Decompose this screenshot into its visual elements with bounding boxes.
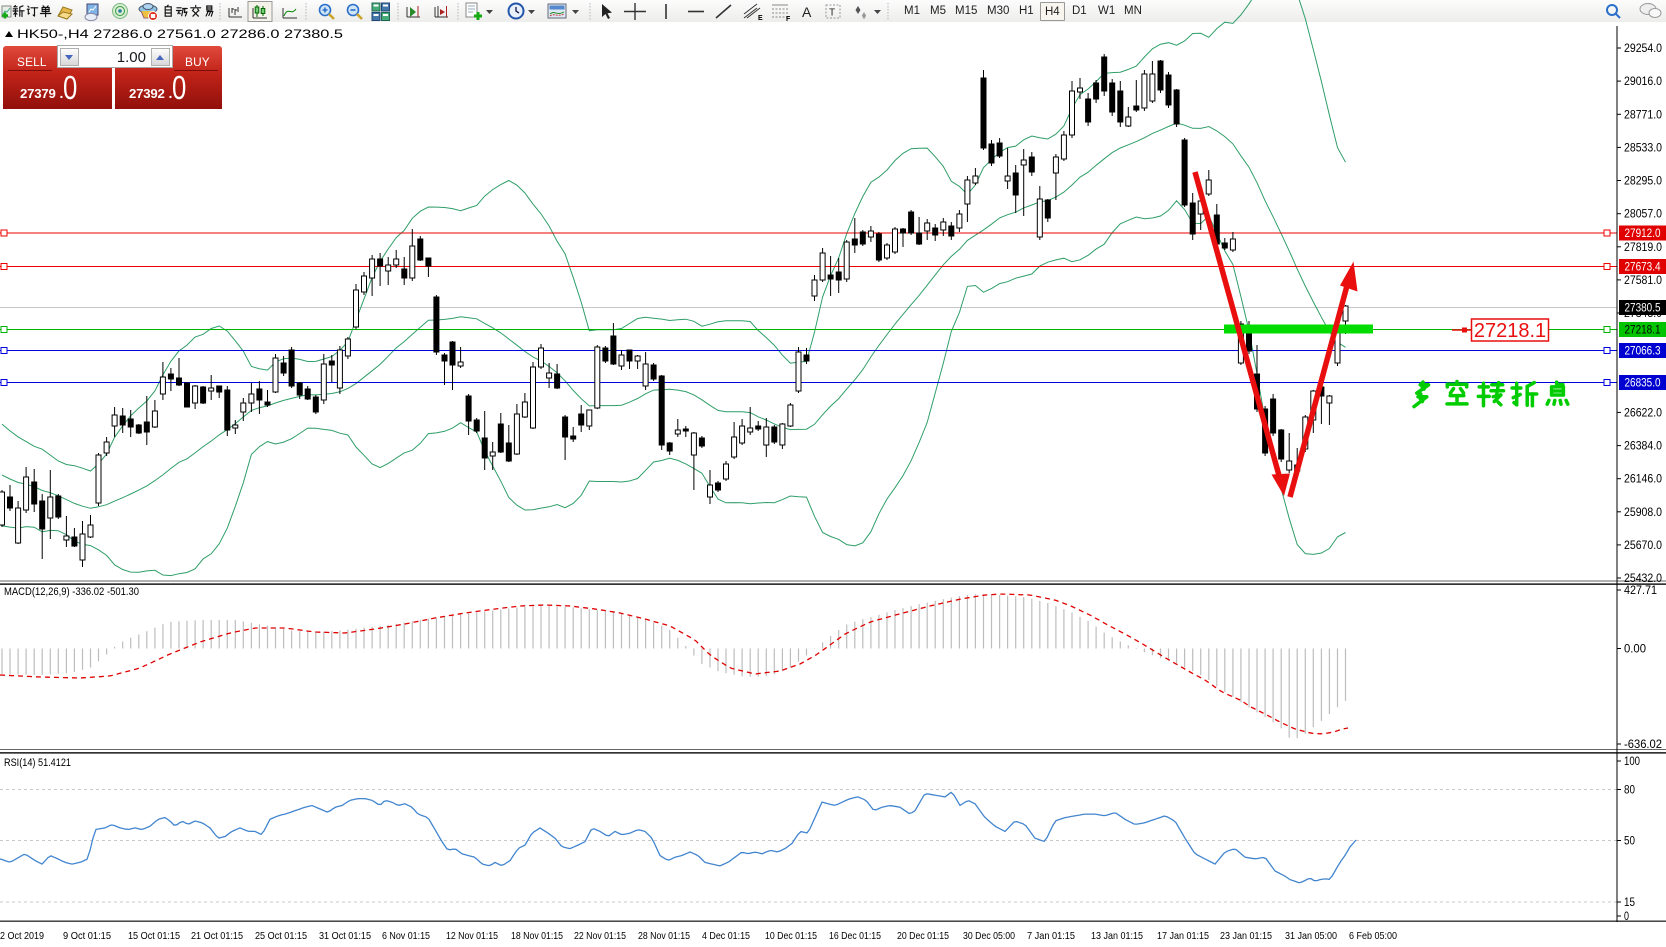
svg-text:9 Oct 01:15: 9 Oct 01:15 <box>63 930 111 942</box>
svg-text:27380.5: 27380.5 <box>1625 303 1661 315</box>
svg-text:HK50-,H4 27286.0 27561.0 2728: HK50-,H4 27286.0 27561.0 27286.0 27380.5 <box>17 27 343 41</box>
svg-text:28533.0: 28533.0 <box>1624 142 1662 154</box>
svg-text:50: 50 <box>1624 836 1635 848</box>
svg-text:18 Nov 01:15: 18 Nov 01:15 <box>511 930 563 942</box>
svg-text:28295.0: 28295.0 <box>1624 176 1662 188</box>
svg-text:6 Nov 01:15: 6 Nov 01:15 <box>382 930 430 942</box>
svg-text:80: 80 <box>1624 785 1635 797</box>
svg-text:22 Nov 01:15: 22 Nov 01:15 <box>574 930 626 942</box>
svg-text:16 Dec 01:15: 16 Dec 01:15 <box>829 930 881 942</box>
svg-text:15 Oct 01:15: 15 Oct 01:15 <box>128 930 180 942</box>
svg-text:27912.0: 27912.0 <box>1625 228 1661 240</box>
svg-text:27581.0: 27581.0 <box>1624 275 1662 287</box>
svg-text:25908.0: 25908.0 <box>1624 507 1662 519</box>
svg-text:21 Oct 01:15: 21 Oct 01:15 <box>191 930 243 942</box>
svg-text:7 Jan 01:15: 7 Jan 01:15 <box>1027 930 1075 942</box>
svg-text:27673.4: 27673.4 <box>1625 262 1662 274</box>
svg-text:27218.1: 27218.1 <box>1625 325 1661 337</box>
svg-text:28771.0: 28771.0 <box>1624 109 1662 121</box>
svg-text:30 Dec 05:00: 30 Dec 05:00 <box>963 930 1015 942</box>
svg-text:427.71: 427.71 <box>1624 585 1657 597</box>
svg-text:10 Dec 01:15: 10 Dec 01:15 <box>765 930 817 942</box>
svg-text:F: F <box>786 16 791 22</box>
svg-text:20 Dec 01:15: 20 Dec 01:15 <box>897 930 949 942</box>
svg-text:6 Feb 05:00: 6 Feb 05:00 <box>1349 930 1397 942</box>
svg-text:25 Oct 01:15: 25 Oct 01:15 <box>255 930 307 942</box>
svg-text:26384.0: 26384.0 <box>1624 441 1662 453</box>
svg-text:A: A <box>802 4 812 20</box>
svg-text:27218.1: 27218.1 <box>1474 320 1546 342</box>
svg-text:MACD(12,26,9) -336.02 -501.30: MACD(12,26,9) -336.02 -501.30 <box>4 586 139 598</box>
svg-text:25432.0: 25432.0 <box>1624 573 1662 585</box>
svg-text:28 Nov 01:15: 28 Nov 01:15 <box>638 930 690 942</box>
svg-text:31 Jan 05:00: 31 Jan 05:00 <box>1285 930 1337 942</box>
svg-text:25670.0: 25670.0 <box>1624 540 1662 552</box>
svg-text:0.00: 0.00 <box>1624 644 1646 656</box>
svg-text:26146.0: 26146.0 <box>1624 474 1662 486</box>
svg-text:26835.0: 26835.0 <box>1625 378 1661 390</box>
svg-text:29016.0: 29016.0 <box>1624 76 1662 88</box>
svg-text:2 Oct 2019: 2 Oct 2019 <box>0 930 44 942</box>
svg-text:4 Dec 01:15: 4 Dec 01:15 <box>702 930 750 942</box>
svg-text:13 Jan 01:15: 13 Jan 01:15 <box>1091 930 1143 942</box>
svg-text:27819.0: 27819.0 <box>1624 242 1662 254</box>
svg-text:15: 15 <box>1624 897 1635 909</box>
svg-text:T: T <box>829 8 835 19</box>
svg-text:E: E <box>758 15 763 22</box>
svg-text:0: 0 <box>1624 911 1629 923</box>
svg-text:31 Oct 01:15: 31 Oct 01:15 <box>319 930 371 942</box>
svg-text:100: 100 <box>1624 756 1640 768</box>
svg-text:27066.3: 27066.3 <box>1625 346 1661 358</box>
svg-text:17 Jan 01:15: 17 Jan 01:15 <box>1157 930 1209 942</box>
svg-text:28057.0: 28057.0 <box>1624 209 1662 221</box>
svg-text:26622.0: 26622.0 <box>1624 407 1662 419</box>
svg-text:29254.0: 29254.0 <box>1624 43 1662 55</box>
svg-text:12 Nov 01:15: 12 Nov 01:15 <box>446 930 498 942</box>
svg-text:23 Jan 01:15: 23 Jan 01:15 <box>1220 930 1272 942</box>
svg-text:RSI(14) 51.4121: RSI(14) 51.4121 <box>4 757 71 769</box>
svg-text:-636.02: -636.02 <box>1624 739 1662 751</box>
